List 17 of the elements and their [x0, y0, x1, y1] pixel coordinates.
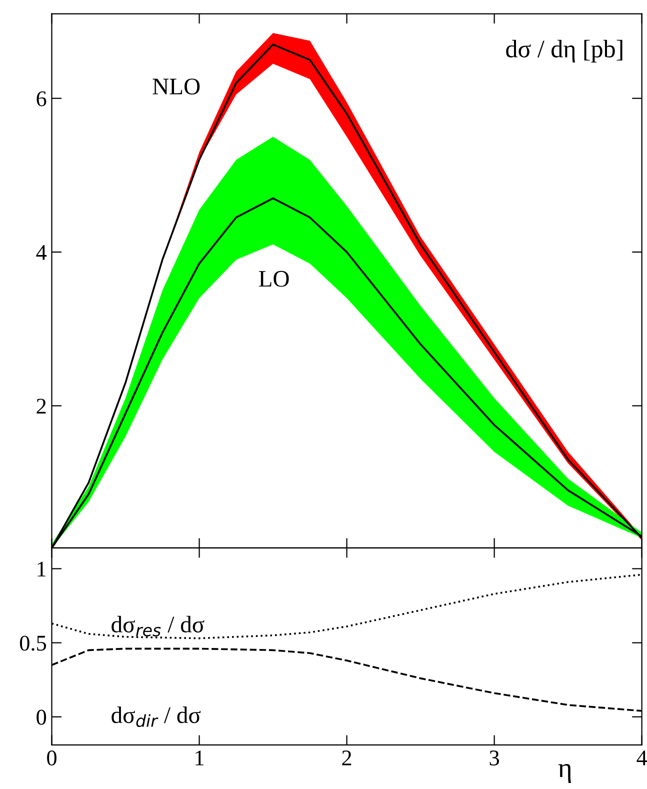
- y-tick-label: 0.5: [20, 636, 46, 651]
- x-tick-label: 0: [47, 750, 56, 766]
- y-tick-label: 6: [36, 91, 46, 106]
- x-tick-label: 1: [196, 750, 204, 766]
- series-label: NLO: [152, 78, 200, 94]
- text: dσ$_{dir}$ / dσ: [112, 706, 201, 728]
- x-tick-label: 2: [342, 750, 352, 766]
- series-label: dσ$_{res}$ / dσ: [112, 616, 204, 636]
- y-tick-label: 0: [36, 710, 46, 725]
- y-tick-label: 2: [36, 398, 46, 414]
- y-tick-label: 1: [38, 562, 46, 576]
- text: LO: [258, 270, 289, 287]
- x-tick-label: 4: [636, 750, 647, 766]
- x-axis-title: η: [558, 764, 571, 783]
- x-tick-label: 3: [490, 750, 499, 766]
- y-tick-label: 4: [36, 245, 47, 260]
- text: dσ / dη [pb]: [506, 40, 622, 63]
